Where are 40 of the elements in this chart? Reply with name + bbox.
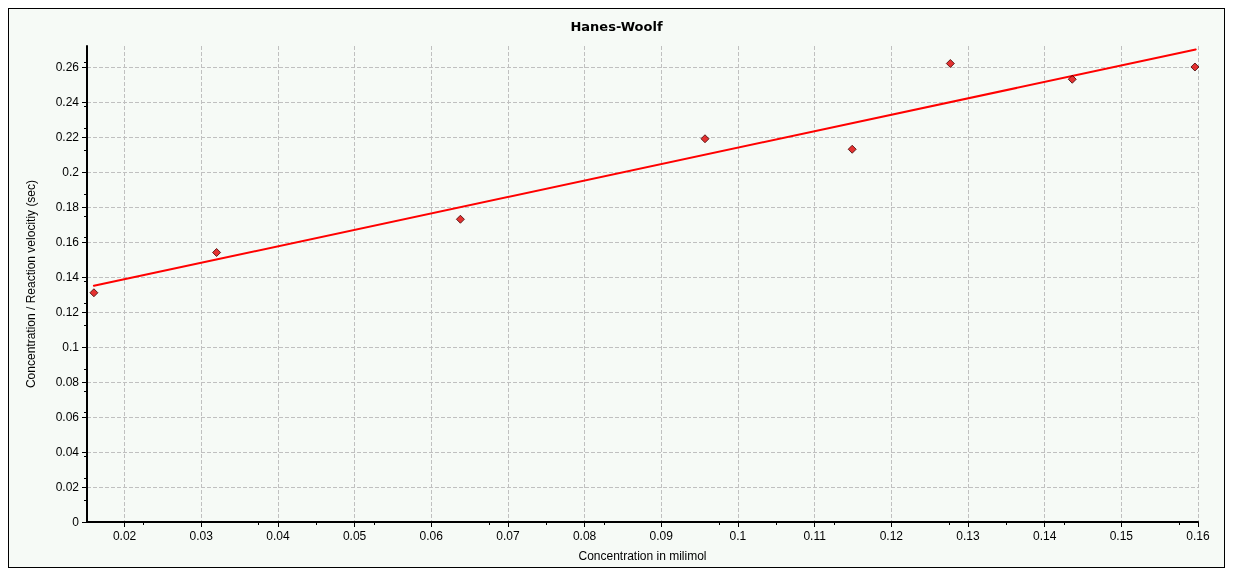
x-tick-label: 0.13 <box>956 529 980 543</box>
x-tick-label: 0.08 <box>572 529 597 543</box>
x-axis-title: Concentration in milimol <box>578 549 707 563</box>
point <box>700 134 710 144</box>
y-tick-label: 0.14 <box>55 270 80 284</box>
x-tick-label: 0.09 <box>649 529 674 543</box>
y-tick-label: 0.24 <box>55 95 80 109</box>
point <box>1067 74 1077 84</box>
y-tick-label: 0.26 <box>55 60 80 74</box>
y-tick-label: 0.1 <box>62 340 80 354</box>
x-tick-label: 0.11 <box>803 529 827 543</box>
y-tick-label: 0.06 <box>55 410 80 424</box>
y-tick-label: 0.2 <box>62 165 80 179</box>
x-tick-label: 0.06 <box>419 529 444 543</box>
x-tick-label: 0.14 <box>1032 529 1057 543</box>
point <box>847 144 857 154</box>
y-tick-label: 0.22 <box>55 130 80 144</box>
x-tick-label: 0.05 <box>342 529 367 543</box>
point <box>455 214 465 224</box>
point <box>1190 62 1200 72</box>
x-tick-label: 0.04 <box>266 529 290 543</box>
y-tick-label: 0.12 <box>55 305 80 319</box>
x-tick-label: 0.16 <box>1186 529 1210 543</box>
chart-title: Hanes-Woolf <box>570 19 663 34</box>
x-tick-label: 0.12 <box>879 529 904 543</box>
y-tick-label: 0.04 <box>55 445 80 459</box>
x-tick-label: 0.15 <box>1109 529 1134 543</box>
x-tick-label: 0.03 <box>189 529 214 543</box>
y-axis-title: Concentration / Reaction velocitiy (sec) <box>24 179 38 389</box>
point <box>945 59 955 68</box>
x-tick-label: 0.02 <box>112 529 137 543</box>
point <box>212 248 222 257</box>
x-tick-label: 0.1 <box>729 529 747 543</box>
x-tick-label: 0.07 <box>496 529 520 543</box>
y-tick-label: 0.08 <box>55 375 80 389</box>
y-tick-label: 0.18 <box>55 200 80 214</box>
point <box>89 288 99 298</box>
y-tick-label: 0.02 <box>55 480 80 494</box>
y-tick-label: 0.16 <box>55 235 80 249</box>
y-tick-label: 0 <box>72 515 80 529</box>
